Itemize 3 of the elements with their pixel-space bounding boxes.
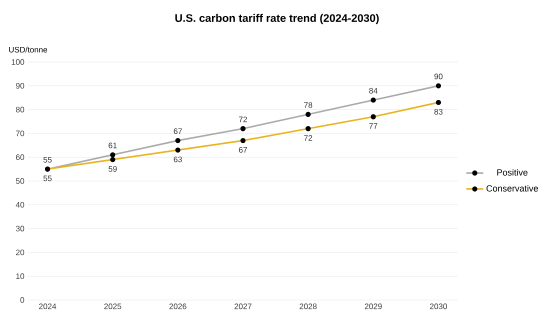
legend-label: Positive [497,169,528,176]
legend-label: Conservative [486,184,538,192]
chart-title: U.S. carbon tariff rate trend (2024-2030) [175,14,379,24]
